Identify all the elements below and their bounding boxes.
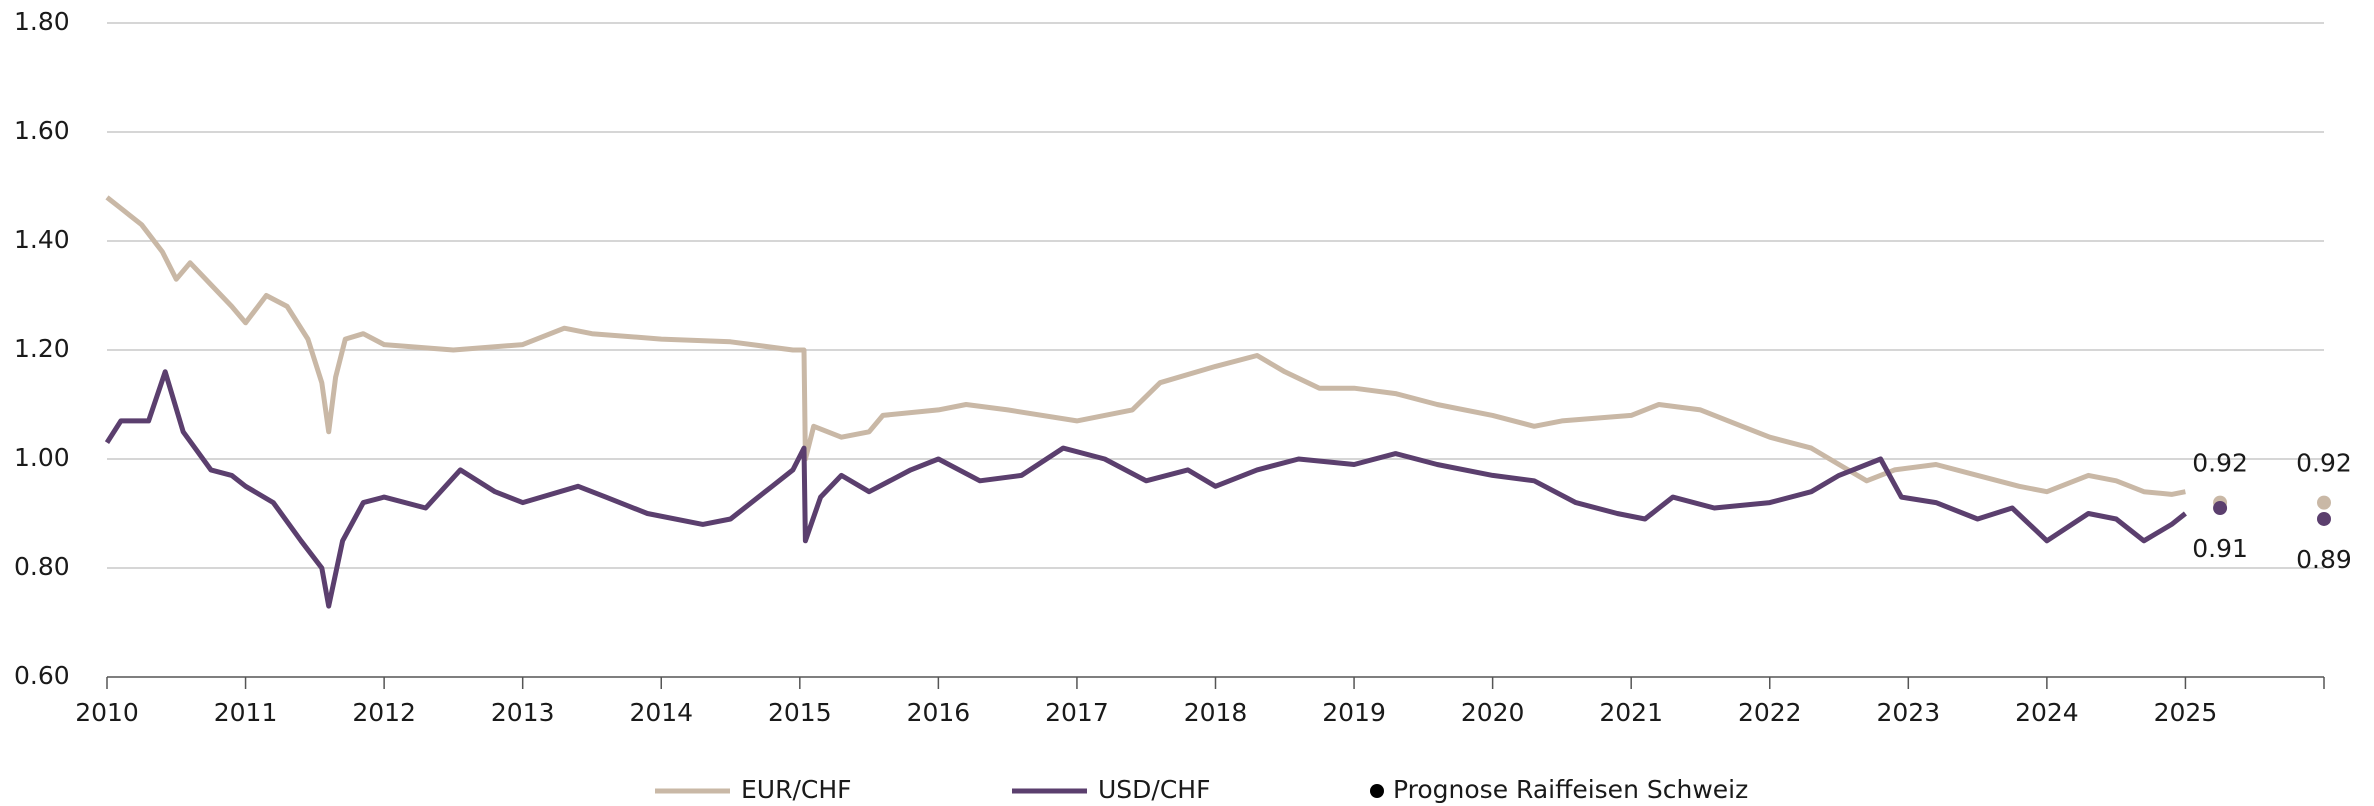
y-tick-label: 1.20 xyxy=(14,334,70,363)
y-tick-label: 0.60 xyxy=(14,661,70,690)
forecast-point xyxy=(2317,495,2331,510)
forecast-point xyxy=(2317,511,2331,526)
x-tick-label: 2016 xyxy=(907,698,971,727)
legend-dot xyxy=(1370,784,1384,798)
x-tick-label: 2014 xyxy=(629,698,693,727)
forecast-point xyxy=(2213,501,2228,516)
x-tick-label: 2012 xyxy=(352,698,416,727)
data-label: 0.92 xyxy=(2192,449,2248,478)
x-tick-label: 2021 xyxy=(1599,698,1663,727)
x-tick-label: 2022 xyxy=(1738,698,1802,727)
y-tick-label: 1.00 xyxy=(14,443,70,472)
y-tick-label: 1.80 xyxy=(14,7,70,36)
x-tick-label: 2017 xyxy=(1045,698,1109,727)
x-tick-label: 2010 xyxy=(75,698,139,727)
data-label: 0.92 xyxy=(2296,449,2352,478)
legend-label: EUR/CHF xyxy=(741,775,852,804)
y-tick-label: 0.80 xyxy=(14,552,70,581)
x-tick-label: 2025 xyxy=(2154,698,2218,727)
line xyxy=(104,369,2187,609)
y-tick-label: 1.40 xyxy=(14,225,70,254)
x-tick-label: 2019 xyxy=(1322,698,1386,727)
data-label: 0.91 xyxy=(2192,534,2248,563)
x-tick-label: 2024 xyxy=(2015,698,2079,727)
x-tick-label: 2020 xyxy=(1461,698,1525,727)
x-tick-label: 2015 xyxy=(768,698,832,727)
y-tick-label: 1.60 xyxy=(14,116,70,145)
line xyxy=(105,195,2186,497)
x-tick-label: 2013 xyxy=(491,698,555,727)
data-label: 0.89 xyxy=(2296,545,2352,574)
legend-label: Prognose Raiffeisen Schweiz xyxy=(1393,775,1748,804)
legend-label: USD/CHF xyxy=(1098,775,1210,804)
x-tick-label: 2023 xyxy=(1877,698,1941,727)
x-tick-label: 2018 xyxy=(1184,698,1248,727)
x-tick-label: 2011 xyxy=(214,698,278,727)
